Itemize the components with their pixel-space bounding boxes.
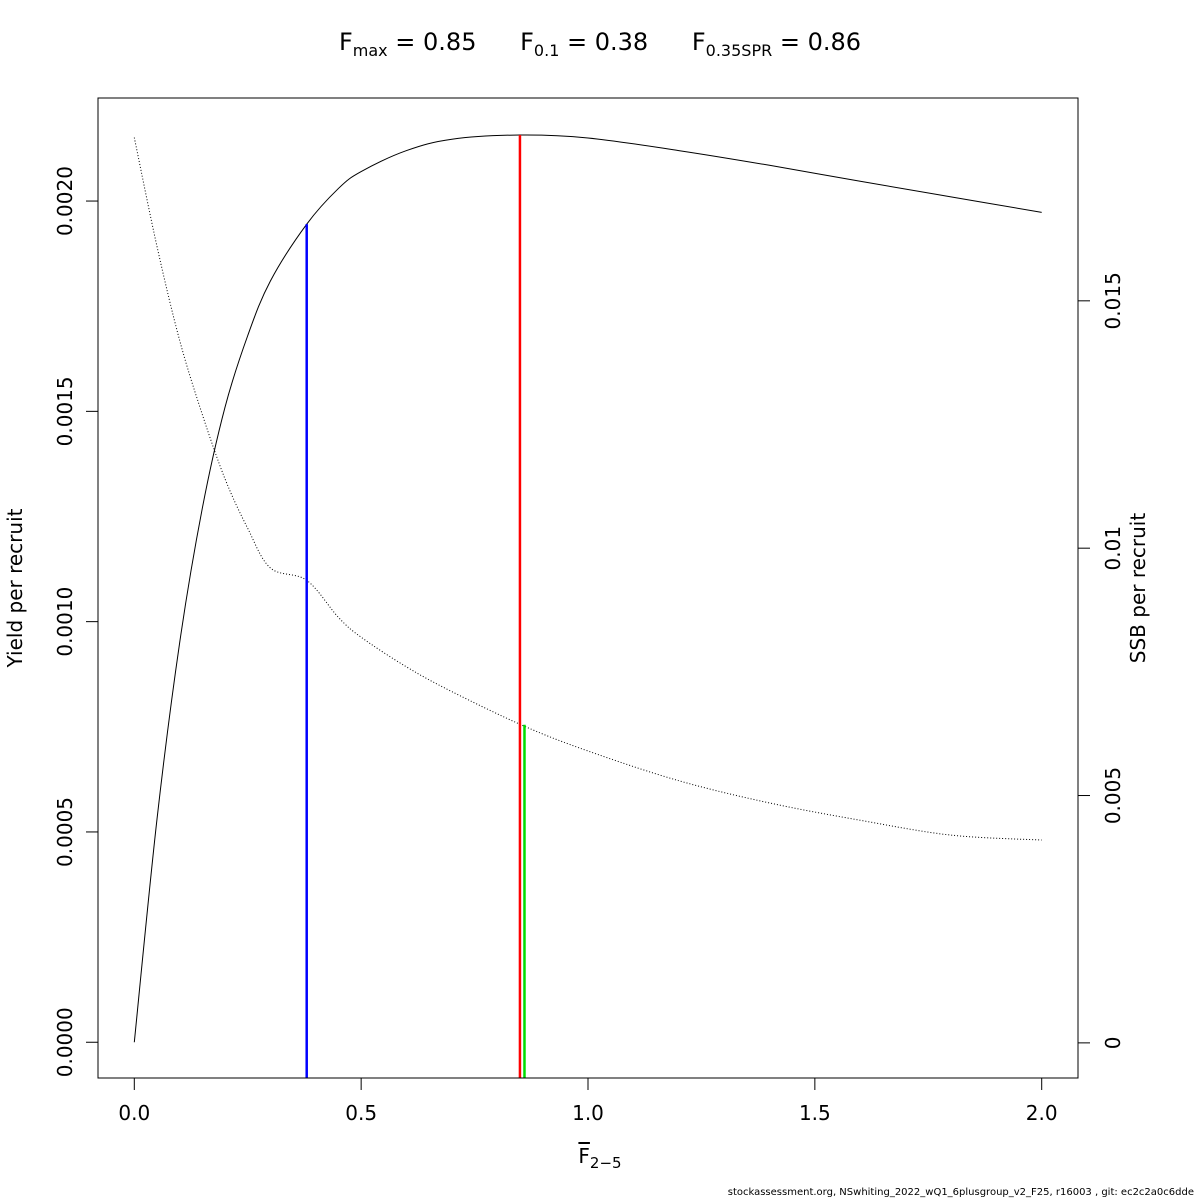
y-tick-label: 0.0020 — [53, 166, 77, 236]
x-tick-label: 0.0 — [118, 1101, 150, 1125]
x-tick-label: 1.5 — [799, 1101, 831, 1125]
title-fmax: Fmax = 0.85 — [338, 28, 477, 60]
y-axis-label: Yield per recruit — [3, 508, 27, 668]
title-f01: F0.1 = 0.38 — [520, 28, 649, 60]
y-tick-label: 0.0015 — [53, 376, 77, 446]
x-tick-label: 0.5 — [345, 1101, 377, 1125]
reference-lines — [305, 135, 526, 1078]
y2-tick-label: 0.005 — [1101, 767, 1125, 824]
axes: 0.0 0.5 1.0 1.5 2.0 0.0000 0.0005 0.0010 0.0015 0… — [3, 166, 1150, 1125]
y2-axis-label: SSB per recruit — [1126, 513, 1150, 664]
y2-tick-label: 0.015 — [1101, 272, 1125, 329]
y-tick-label: 0.0000 — [53, 1007, 77, 1077]
y-tick-label: 0.0010 — [53, 587, 77, 657]
x-axis-label: F2−5 — [578, 1144, 622, 1172]
y2-tick-label: 0 — [1101, 1037, 1125, 1050]
footer-note: stockassessment.org, NSwhiting_2022_wQ1_… — [727, 1187, 1194, 1198]
y2-tick-label: 0.01 — [1101, 526, 1125, 571]
x-tick-label: 1.0 — [572, 1101, 604, 1125]
yield-per-recruit-line — [133, 134, 1042, 1043]
plot-frame — [97, 97, 1079, 1079]
title-fspr: F0.35SPR = 0.86 — [691, 28, 862, 60]
ssb-per-recruit-line — [133, 137, 1042, 841]
chart-title: Fmax = 0.85 F0.1 = 0.38 F0.35SPR = 0.86 — [0, 28, 1200, 60]
y-tick-label: 0.0005 — [53, 797, 77, 867]
series-layer — [133, 134, 1042, 1043]
x-tick-label: 2.0 — [1026, 1101, 1058, 1125]
